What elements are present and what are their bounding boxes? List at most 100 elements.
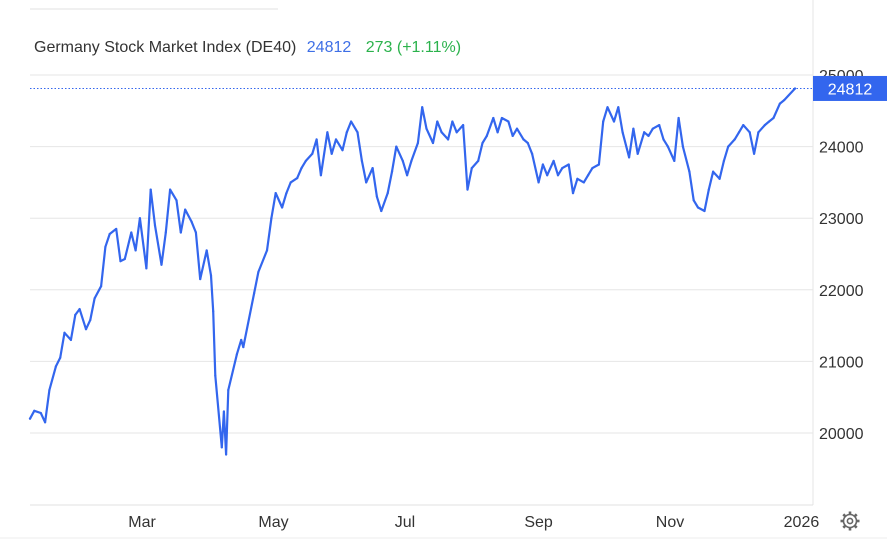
data-point	[612, 120, 616, 123]
data-point	[425, 127, 428, 130]
data-point	[296, 177, 299, 180]
x-tick-label: Jul	[395, 514, 415, 531]
data-point	[227, 388, 230, 392]
data-point	[662, 138, 665, 141]
data-point	[160, 263, 163, 266]
data-point	[100, 285, 103, 288]
gear-icon[interactable]	[840, 511, 860, 531]
data-point	[546, 174, 549, 177]
data-point	[712, 170, 715, 173]
data-point	[235, 353, 238, 356]
data-point	[199, 277, 202, 281]
data-point	[190, 220, 193, 223]
data-point	[421, 106, 424, 109]
data-point	[48, 388, 51, 392]
data-point	[134, 249, 137, 252]
data-point	[108, 232, 111, 236]
header-line: Germany Stock Market Index (DE40) 24812 …	[34, 39, 461, 56]
data-point	[401, 159, 404, 163]
data-point	[222, 410, 226, 413]
data-point	[281, 206, 284, 209]
data-point	[410, 159, 413, 163]
data-point	[416, 141, 419, 145]
data-point	[496, 131, 499, 134]
data-point	[737, 131, 741, 134]
data-point	[179, 231, 182, 234]
data-point	[224, 453, 228, 456]
x-tick-label: 2026	[784, 514, 820, 531]
data-point	[718, 177, 721, 180]
data-point	[556, 174, 560, 177]
data-point	[119, 260, 122, 263]
data-point	[793, 87, 797, 90]
data-point	[492, 116, 495, 120]
data-point	[104, 245, 107, 248]
data-point	[763, 124, 766, 127]
data-point	[752, 152, 756, 155]
data-point	[636, 152, 639, 155]
data-point	[253, 292, 256, 295]
data-point	[477, 159, 480, 163]
data-point	[33, 409, 36, 412]
x-tick-label: Mar	[128, 514, 156, 531]
data-point	[54, 365, 57, 368]
data-point	[778, 102, 782, 105]
data-point	[651, 127, 654, 130]
data-point	[395, 145, 398, 148]
data-point	[466, 188, 469, 191]
data-point	[145, 267, 148, 270]
data-point	[587, 174, 590, 177]
x-tick-label: May	[258, 514, 288, 531]
data-point	[78, 308, 81, 311]
data-point	[440, 131, 443, 134]
y-tick-label: 23000	[819, 211, 864, 228]
x-tick-label: Nov	[656, 514, 684, 531]
data-point	[526, 141, 529, 145]
price-tag-label: 24812	[828, 81, 873, 98]
data-point	[455, 131, 458, 134]
data-point	[727, 145, 730, 148]
data-point	[74, 313, 77, 316]
chart-title: Germany Stock Market Index (DE40)	[34, 39, 296, 56]
data-point	[576, 177, 579, 180]
data-point	[470, 166, 473, 170]
y-tick-label: 20000	[819, 426, 864, 443]
price-change: 273 (+1.11%)	[366, 39, 461, 56]
data-point	[485, 134, 488, 137]
data-point	[265, 249, 269, 252]
data-point	[330, 152, 333, 155]
data-point	[390, 170, 394, 173]
data-point	[349, 120, 353, 123]
data-point	[696, 206, 700, 209]
data-point	[515, 127, 519, 130]
y-tick-label: 24000	[819, 140, 864, 157]
data-point	[632, 127, 635, 130]
data-point	[462, 124, 465, 127]
y-tick-label: 21000	[819, 354, 864, 371]
data-point	[220, 446, 223, 449]
data-point	[627, 156, 631, 159]
data-point	[63, 331, 66, 334]
data-point	[212, 310, 215, 313]
series-line	[28, 87, 797, 456]
data-point	[380, 209, 383, 213]
y-tick-label: 22000	[819, 283, 864, 300]
data-point	[507, 120, 510, 123]
data-point	[175, 199, 178, 202]
data-point	[365, 181, 368, 184]
data-point	[371, 166, 374, 170]
data-point	[386, 192, 389, 195]
data-point	[602, 120, 605, 123]
x-tick-label: Sep	[524, 514, 553, 531]
data-point	[748, 131, 751, 134]
data-point	[360, 159, 363, 163]
data-point	[89, 318, 92, 321]
data-point	[643, 131, 646, 134]
data-point	[311, 152, 314, 155]
data-point	[500, 116, 504, 120]
price-tag-bg	[813, 75, 887, 101]
data-point	[541, 163, 544, 166]
data-point	[93, 297, 96, 300]
data-point	[240, 338, 243, 342]
last-price: 24812	[307, 39, 352, 56]
